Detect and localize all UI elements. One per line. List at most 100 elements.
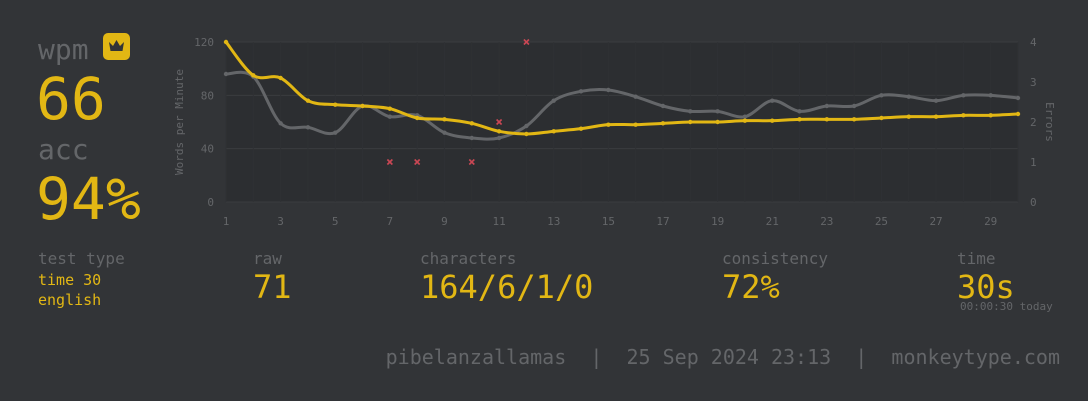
test-type-language: english <box>38 291 102 309</box>
raw-point <box>797 109 802 114</box>
error-marker-stroke <box>496 118 503 126</box>
wpm-point <box>578 126 584 131</box>
wpm-label: wpm <box>38 33 89 66</box>
x-tick-label: 23 <box>820 215 833 228</box>
footer-separator: | <box>590 345 603 369</box>
wpm-point <box>414 115 420 121</box>
time-label: time <box>957 249 996 268</box>
error-marker <box>386 158 393 166</box>
footer-site[interactable]: monkeytype.com <box>891 345 1060 369</box>
consistency-value: 72% <box>722 268 780 306</box>
y-tick-label: 80 <box>201 89 214 102</box>
x-tick-label: 21 <box>766 215 779 228</box>
raw-point <box>770 98 775 103</box>
raw-point <box>633 94 638 99</box>
accuracy-value: 94% <box>36 165 141 233</box>
raw-point <box>742 114 748 119</box>
raw-point <box>442 130 447 135</box>
error-marker-stroke <box>414 158 421 166</box>
wpm-point <box>387 106 393 111</box>
wpm-value: 66 <box>36 65 106 133</box>
x-tick-label: 7 <box>387 215 394 228</box>
error-marker <box>523 38 530 46</box>
raw-point <box>278 121 283 126</box>
chart-grid <box>225 41 1019 203</box>
wpm-point <box>715 119 720 125</box>
raw-point <box>988 93 993 98</box>
y-tick-label: 40 <box>201 143 214 156</box>
wpm-point <box>551 129 556 134</box>
error-marker <box>468 158 475 166</box>
x-tick-label: 27 <box>929 215 942 228</box>
chart-series <box>223 38 1021 166</box>
y2-axis-title: Errors <box>1043 102 1056 142</box>
y2-tick-label: 1 <box>1030 156 1037 169</box>
wpm-point <box>524 131 529 137</box>
plot-area <box>226 42 1018 202</box>
footer-date: 25 Sep 2024 23:13 <box>626 345 832 369</box>
wpm-point <box>879 115 884 121</box>
raw-point <box>387 114 393 119</box>
error-marker-stroke <box>386 158 393 166</box>
wpm-point <box>633 122 638 127</box>
raw-point <box>851 103 857 109</box>
result-footer: pibelanzallamas | 25 Sep 2024 23:13 | mo… <box>386 345 1060 369</box>
raw-point <box>824 103 830 109</box>
time-detail: 00:00:30 today <box>960 300 1053 313</box>
raw-value: 71 <box>253 268 292 306</box>
wpm-point <box>770 118 775 123</box>
raw-point <box>933 98 939 103</box>
test-type-label: test type <box>38 249 125 268</box>
y2-tick-label: 0 <box>1030 196 1037 209</box>
time-value: 30s <box>957 268 1015 306</box>
wpm-point <box>223 39 229 45</box>
x-tick-label: 1 <box>223 215 230 228</box>
wpm-point <box>988 113 993 118</box>
raw-point <box>688 109 693 114</box>
crown-icon <box>103 33 130 60</box>
x-tick-label: 29 <box>984 215 997 228</box>
raw-point <box>961 93 966 98</box>
raw-point <box>1015 95 1021 101</box>
y2-tick-label: 3 <box>1030 76 1037 89</box>
wpm-point <box>305 98 311 103</box>
raw-point <box>305 125 311 130</box>
wpm-point <box>333 102 338 107</box>
wpm-point <box>251 73 256 78</box>
footer-username[interactable]: pibelanzallamas <box>385 345 567 369</box>
x-tick-label: 3 <box>277 215 284 228</box>
raw-point <box>469 135 474 141</box>
wpm-point <box>906 114 911 119</box>
wpm-point <box>442 117 447 122</box>
wpm-point <box>824 117 830 122</box>
raw-point <box>879 93 884 98</box>
test-type-mode: time 30 <box>38 271 102 289</box>
characters-value: 164/6/1/0 <box>420 268 594 306</box>
wpm-point <box>742 118 748 123</box>
y-axis-title: Words per Minute <box>173 69 186 175</box>
y2-tick-label: 2 <box>1030 116 1037 129</box>
x-tick-label: 9 <box>441 215 448 228</box>
raw-point <box>578 89 584 94</box>
wpm-point <box>797 117 802 122</box>
error-marker-stroke <box>468 158 475 166</box>
wpm-point <box>933 114 939 119</box>
error-marker <box>496 118 503 126</box>
raw-point <box>551 98 556 103</box>
x-tick-label: 13 <box>547 215 560 228</box>
x-tick-label: 19 <box>711 215 724 228</box>
raw-point <box>223 71 229 77</box>
error-marker-stroke <box>523 38 530 46</box>
wpm-point <box>851 117 857 122</box>
wpm-point <box>278 75 283 81</box>
raw-label: raw <box>253 249 282 268</box>
wpm-point <box>688 119 693 125</box>
raw-point <box>715 109 720 114</box>
error-marker <box>414 158 421 166</box>
wpm-point <box>469 121 474 126</box>
footer-separator: | <box>855 345 868 369</box>
x-tick-label: 5 <box>332 215 339 228</box>
accuracy-label: acc <box>38 133 89 166</box>
